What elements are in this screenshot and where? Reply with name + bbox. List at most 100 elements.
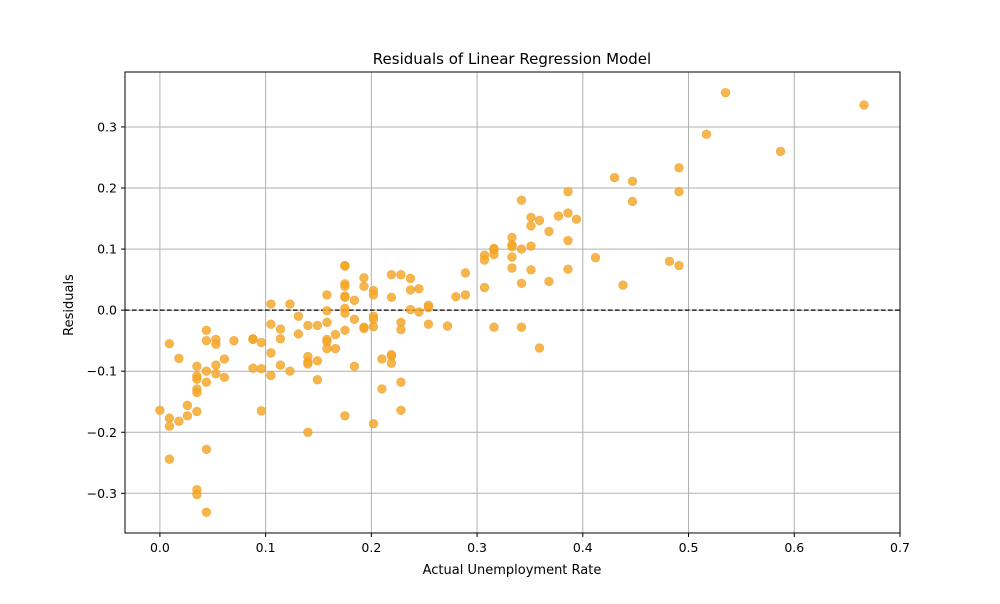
scatter-point bbox=[322, 290, 332, 300]
scatter-point bbox=[211, 360, 221, 370]
scatter-point bbox=[563, 186, 573, 197]
y-tick-label: 0.2 bbox=[97, 181, 117, 196]
scatter-point bbox=[368, 419, 379, 429]
scatter-point bbox=[534, 343, 545, 353]
scatter-point bbox=[526, 221, 536, 231]
scatter-point bbox=[219, 354, 230, 364]
scatter-point bbox=[285, 366, 295, 376]
scatter-point bbox=[330, 343, 341, 354]
scatter-point bbox=[423, 302, 434, 313]
scatter-point bbox=[349, 314, 360, 324]
scatter-point bbox=[553, 211, 564, 221]
x-tick-label: 0.2 bbox=[361, 540, 381, 555]
chart-title: Residuals of Linear Regression Model bbox=[373, 50, 651, 68]
scatter-point bbox=[164, 421, 175, 431]
scatter-point bbox=[303, 427, 313, 437]
scatter-point bbox=[526, 265, 536, 275]
scatter-point bbox=[423, 319, 434, 329]
scatter-point bbox=[507, 263, 517, 273]
scatter-point bbox=[386, 270, 397, 280]
scatter-point bbox=[349, 361, 360, 372]
scatter-point bbox=[507, 241, 517, 252]
scatter-point bbox=[609, 172, 620, 183]
y-axis-label: Residuals bbox=[62, 274, 77, 336]
scatter-point bbox=[322, 343, 332, 354]
scatter-point bbox=[340, 411, 350, 421]
scatter-point bbox=[859, 100, 869, 110]
scatter-point bbox=[414, 284, 424, 294]
scatter-point bbox=[377, 384, 387, 394]
scatter-point bbox=[201, 335, 212, 346]
x-tick-label: 0.0 bbox=[150, 540, 170, 555]
scatter-point bbox=[322, 306, 332, 316]
scatter-point bbox=[340, 308, 350, 318]
x-axis-ticks: 0.0 0.1 0.2 0.3 0.4 0.5 0.6 0.7 bbox=[150, 533, 910, 555]
scatter-point bbox=[674, 260, 684, 271]
scatter-point bbox=[164, 339, 175, 349]
scatter-point bbox=[516, 244, 527, 254]
x-tick-label: 0.5 bbox=[679, 540, 699, 555]
scatter-point bbox=[256, 337, 267, 348]
scatter-point bbox=[211, 339, 221, 350]
scatter-point bbox=[674, 163, 684, 173]
scatter-point bbox=[248, 363, 258, 373]
scatter-point bbox=[396, 270, 406, 280]
scatter-point bbox=[386, 292, 397, 303]
y-tick-label: 0.0 bbox=[97, 303, 117, 318]
scatter-point bbox=[340, 281, 350, 292]
scatter-point bbox=[164, 413, 175, 423]
scatter-point bbox=[563, 208, 573, 218]
scatter-point bbox=[275, 360, 286, 370]
scatter-point bbox=[174, 353, 184, 364]
scatter-point bbox=[563, 235, 573, 246]
scatter-point bbox=[534, 215, 545, 226]
scatter-point bbox=[507, 252, 517, 262]
scatter-point bbox=[442, 321, 453, 331]
scatter-point bbox=[312, 320, 323, 331]
y-tick-label: 0.3 bbox=[97, 119, 117, 134]
y-tick-label: −0.2 bbox=[87, 425, 117, 440]
scatter-point bbox=[275, 324, 286, 334]
scatter-point bbox=[451, 291, 461, 302]
scatter-point bbox=[201, 366, 212, 376]
y-tick-label: −0.3 bbox=[87, 486, 117, 501]
scatter-point bbox=[571, 214, 582, 224]
scatter-point bbox=[396, 324, 406, 335]
scatter-point bbox=[275, 334, 286, 344]
scatter-point bbox=[563, 264, 573, 274]
scatter-point bbox=[256, 406, 267, 416]
scatter-point bbox=[396, 405, 406, 415]
x-tick-label: 0.3 bbox=[467, 540, 487, 555]
scatter-point bbox=[192, 489, 202, 500]
scatter-point bbox=[516, 278, 527, 288]
scatter-point bbox=[340, 292, 350, 303]
scatter-point bbox=[664, 256, 675, 266]
x-tick-label: 0.6 bbox=[784, 540, 804, 555]
scatter-point bbox=[201, 507, 212, 517]
y-tick-label: −0.1 bbox=[87, 364, 117, 379]
y-axis-ticks: −0.3 −0.2 −0.1 0.0 0.1 0.2 0.3 bbox=[87, 119, 125, 501]
grid-layer bbox=[125, 72, 901, 533]
scatter-point bbox=[330, 329, 341, 340]
scatter-point bbox=[627, 176, 638, 186]
scatter-point bbox=[211, 368, 221, 379]
scatter-point bbox=[256, 364, 267, 374]
scatter-point bbox=[192, 387, 202, 398]
scatter-point bbox=[359, 273, 369, 283]
scatter-point bbox=[248, 334, 258, 345]
scatter-point bbox=[182, 400, 193, 411]
scatter-point bbox=[526, 241, 536, 251]
scatter-point bbox=[229, 335, 239, 346]
scatter-point bbox=[526, 212, 536, 223]
scatter-point bbox=[701, 129, 712, 139]
x-tick-label: 0.7 bbox=[890, 540, 910, 555]
x-axis-label: Actual Unemployment Rate bbox=[423, 563, 602, 578]
scatter-point bbox=[174, 416, 184, 426]
x-tick-label: 0.1 bbox=[256, 540, 276, 555]
scatter-point bbox=[590, 252, 601, 263]
scatter-point bbox=[479, 255, 490, 265]
scatter-point bbox=[544, 226, 554, 237]
scatter-point bbox=[489, 322, 499, 332]
